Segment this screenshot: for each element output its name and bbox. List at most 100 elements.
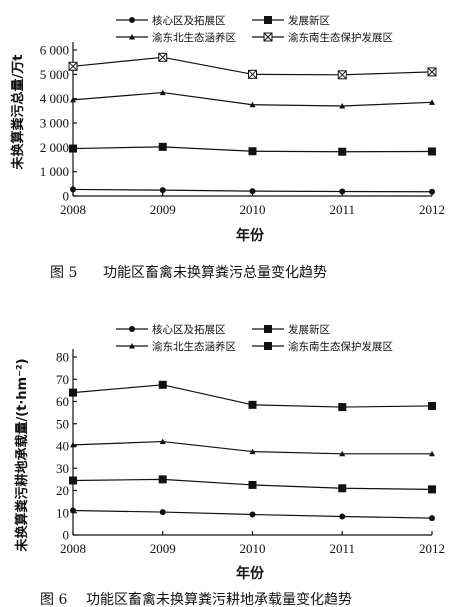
chart1-x-tick-label: 2009 [150,202,176,217]
chart1-y-tick-label: 4 000 [40,91,69,106]
chart2-legend-marker [264,342,272,350]
chart2-series-1-point [249,511,256,518]
chart2-legend-item-3: 渝东北生态涵养区 [116,340,236,353]
chart2-series-3-point [249,448,256,455]
chart1-y-tick-label: 2 000 [40,140,69,155]
chart2-series-1-point [429,515,435,522]
chart2-series-2-point [248,480,257,489]
chart2-figure-label: 图 6 [40,592,67,607]
chart2-series-2 [69,475,436,494]
chart1-legend-marker [129,34,135,40]
chart1-legend-label: 渝东北生态涵养区 [152,31,236,44]
chart2-y-tick-label: 50 [56,416,69,431]
chart2-legend-item-1: 核心区及拓展区 [116,323,226,336]
chart2-caption: 功能区畜禽未换算粪污耕地承载量变化趋势 [86,591,352,607]
chart1-legend-item-3: 渝东北生态涵养区 [116,31,236,44]
chart2-y-tick-label: 30 [56,461,69,476]
chart1-series-2-point [338,147,347,156]
chart2-series-4 [69,380,436,412]
chart2-series-4-point [69,388,77,397]
chart1-x-tick-label: 2011 [329,202,355,217]
chart1-series-3-point [159,89,166,96]
chart2-series-3-point [429,450,435,457]
chart2-series-3-point [70,441,76,448]
chart2-legend-marker [264,325,272,333]
chart1-series-2 [69,142,436,156]
chart1-y-tick-label: 6 000 [40,43,69,58]
chart2-y-tick-label: 10 [56,505,69,520]
chart1-series-4-point [68,61,78,71]
chart1-x-tick-label: 2008 [60,202,86,217]
chart1-series-4-point [248,69,257,79]
chart2-series-4-point [338,403,347,412]
chart2-series-4-point [428,401,436,410]
chart2-y-tick-label: 0 [63,528,70,543]
chart1-series-1-point [70,186,76,193]
chart1-caption: 功能区畜禽未换算粪污总量变化趋势 [103,264,327,281]
chart1-series-2-point [69,144,77,153]
chart1-legend-item-1: 核心区及拓展区 [116,14,226,27]
chart1-series-3 [70,89,435,109]
chart2-y-tick-label: 80 [56,350,69,365]
chart2-x-tick-label: 2009 [150,541,176,556]
chart2-series-1 [70,507,435,522]
chart1-series-4-point [158,52,168,62]
chart1-legend-label: 渝东南生态保护发展区 [288,31,393,44]
chart1-x-tick-label: 2010 [240,202,266,217]
chart1-series-1-point [339,188,346,195]
chart1-x-axis-label: 年份 [236,227,265,244]
chart2-x-axis-label: 年份 [236,565,265,582]
chart1-series-4-point [337,70,347,80]
chart2-series-2-point [69,476,77,485]
chart1-series-1-point [429,188,435,195]
chart1-legend-marker [129,17,135,23]
chart1-series-2-point [428,147,436,156]
chart1-series-4 [68,52,437,80]
chart1-legend-label: 发展新区 [288,14,330,27]
chart2-series-1-point [159,509,166,516]
chart1-y-tick-label: 5 000 [40,67,69,82]
chart1-y-tick-label: 3 000 [40,116,69,131]
chart1-figure-label: 图 5 [50,265,77,281]
chart1-series-1-point [249,188,256,195]
chart2-x-tick-label: 2008 [60,541,86,556]
chart2-legend-label: 渝东北生态涵养区 [152,340,236,353]
chart2-y-tick-label: 40 [56,439,69,454]
chart1-series-3-point [429,99,435,105]
chart1-series-2-point [158,142,167,151]
chart1-series-3-point [70,96,76,103]
chart2-x-tick-label: 2011 [329,541,355,556]
chart-farmland-load: 未换算粪污耕地承载量/(t·hm⁻²) 年份 0 10 20 30 40 50 60 70 80… [14,323,445,582]
chart2-legend-item-4: 渝东南生态保护发展区 [252,340,393,353]
chart2-series-1-point [339,513,346,520]
chart1-series-3-point [249,101,256,108]
chart2-legend-label: 渝东南生态保护发展区 [288,340,393,353]
chart1-y-tick-label: 0 [63,189,70,204]
chart2-y-tick-label: 60 [56,394,69,409]
chart1-y-axis-label: 未换算粪污总量/万t [10,55,26,171]
chart1-legend-marker [264,16,272,24]
chart1-series-4-point [427,67,437,77]
chart2-legend-label: 核心区及拓展区 [152,323,226,336]
chart2-x-tick-label: 2010 [240,541,266,556]
chart2-series-2-point [428,485,436,494]
chart1-legend-item-4: 渝东南生态保护发展区 [252,31,393,44]
chart1-legend-item-2: 发展新区 [252,14,330,27]
chart2-series-2-point [158,475,167,484]
chart2-y-axis-label: 未换算粪污耕地承载量/(t·hm⁻²) [14,358,30,552]
chart2-series-2-point [338,484,347,493]
chart2-y-tick-label: 70 [56,372,69,387]
chart2-legend-item-2: 发展新区 [252,323,330,336]
chart2-series-3-point [339,450,346,457]
chart2-series-3 [70,438,435,457]
chart1-y-tick-label: 1 000 [40,164,69,179]
chart2-series-3-point [159,438,166,445]
chart1-series-3-point [339,102,346,109]
chart1-x-tick-label: 2012 [419,202,445,217]
chart2-series-4-point [158,380,167,389]
chart2-y-tick-label: 20 [56,483,69,498]
chart-total-manure: 未换算粪污总量/万t 年份 0 1 000 2 000 3 000 4 000 5 000… [10,14,445,244]
